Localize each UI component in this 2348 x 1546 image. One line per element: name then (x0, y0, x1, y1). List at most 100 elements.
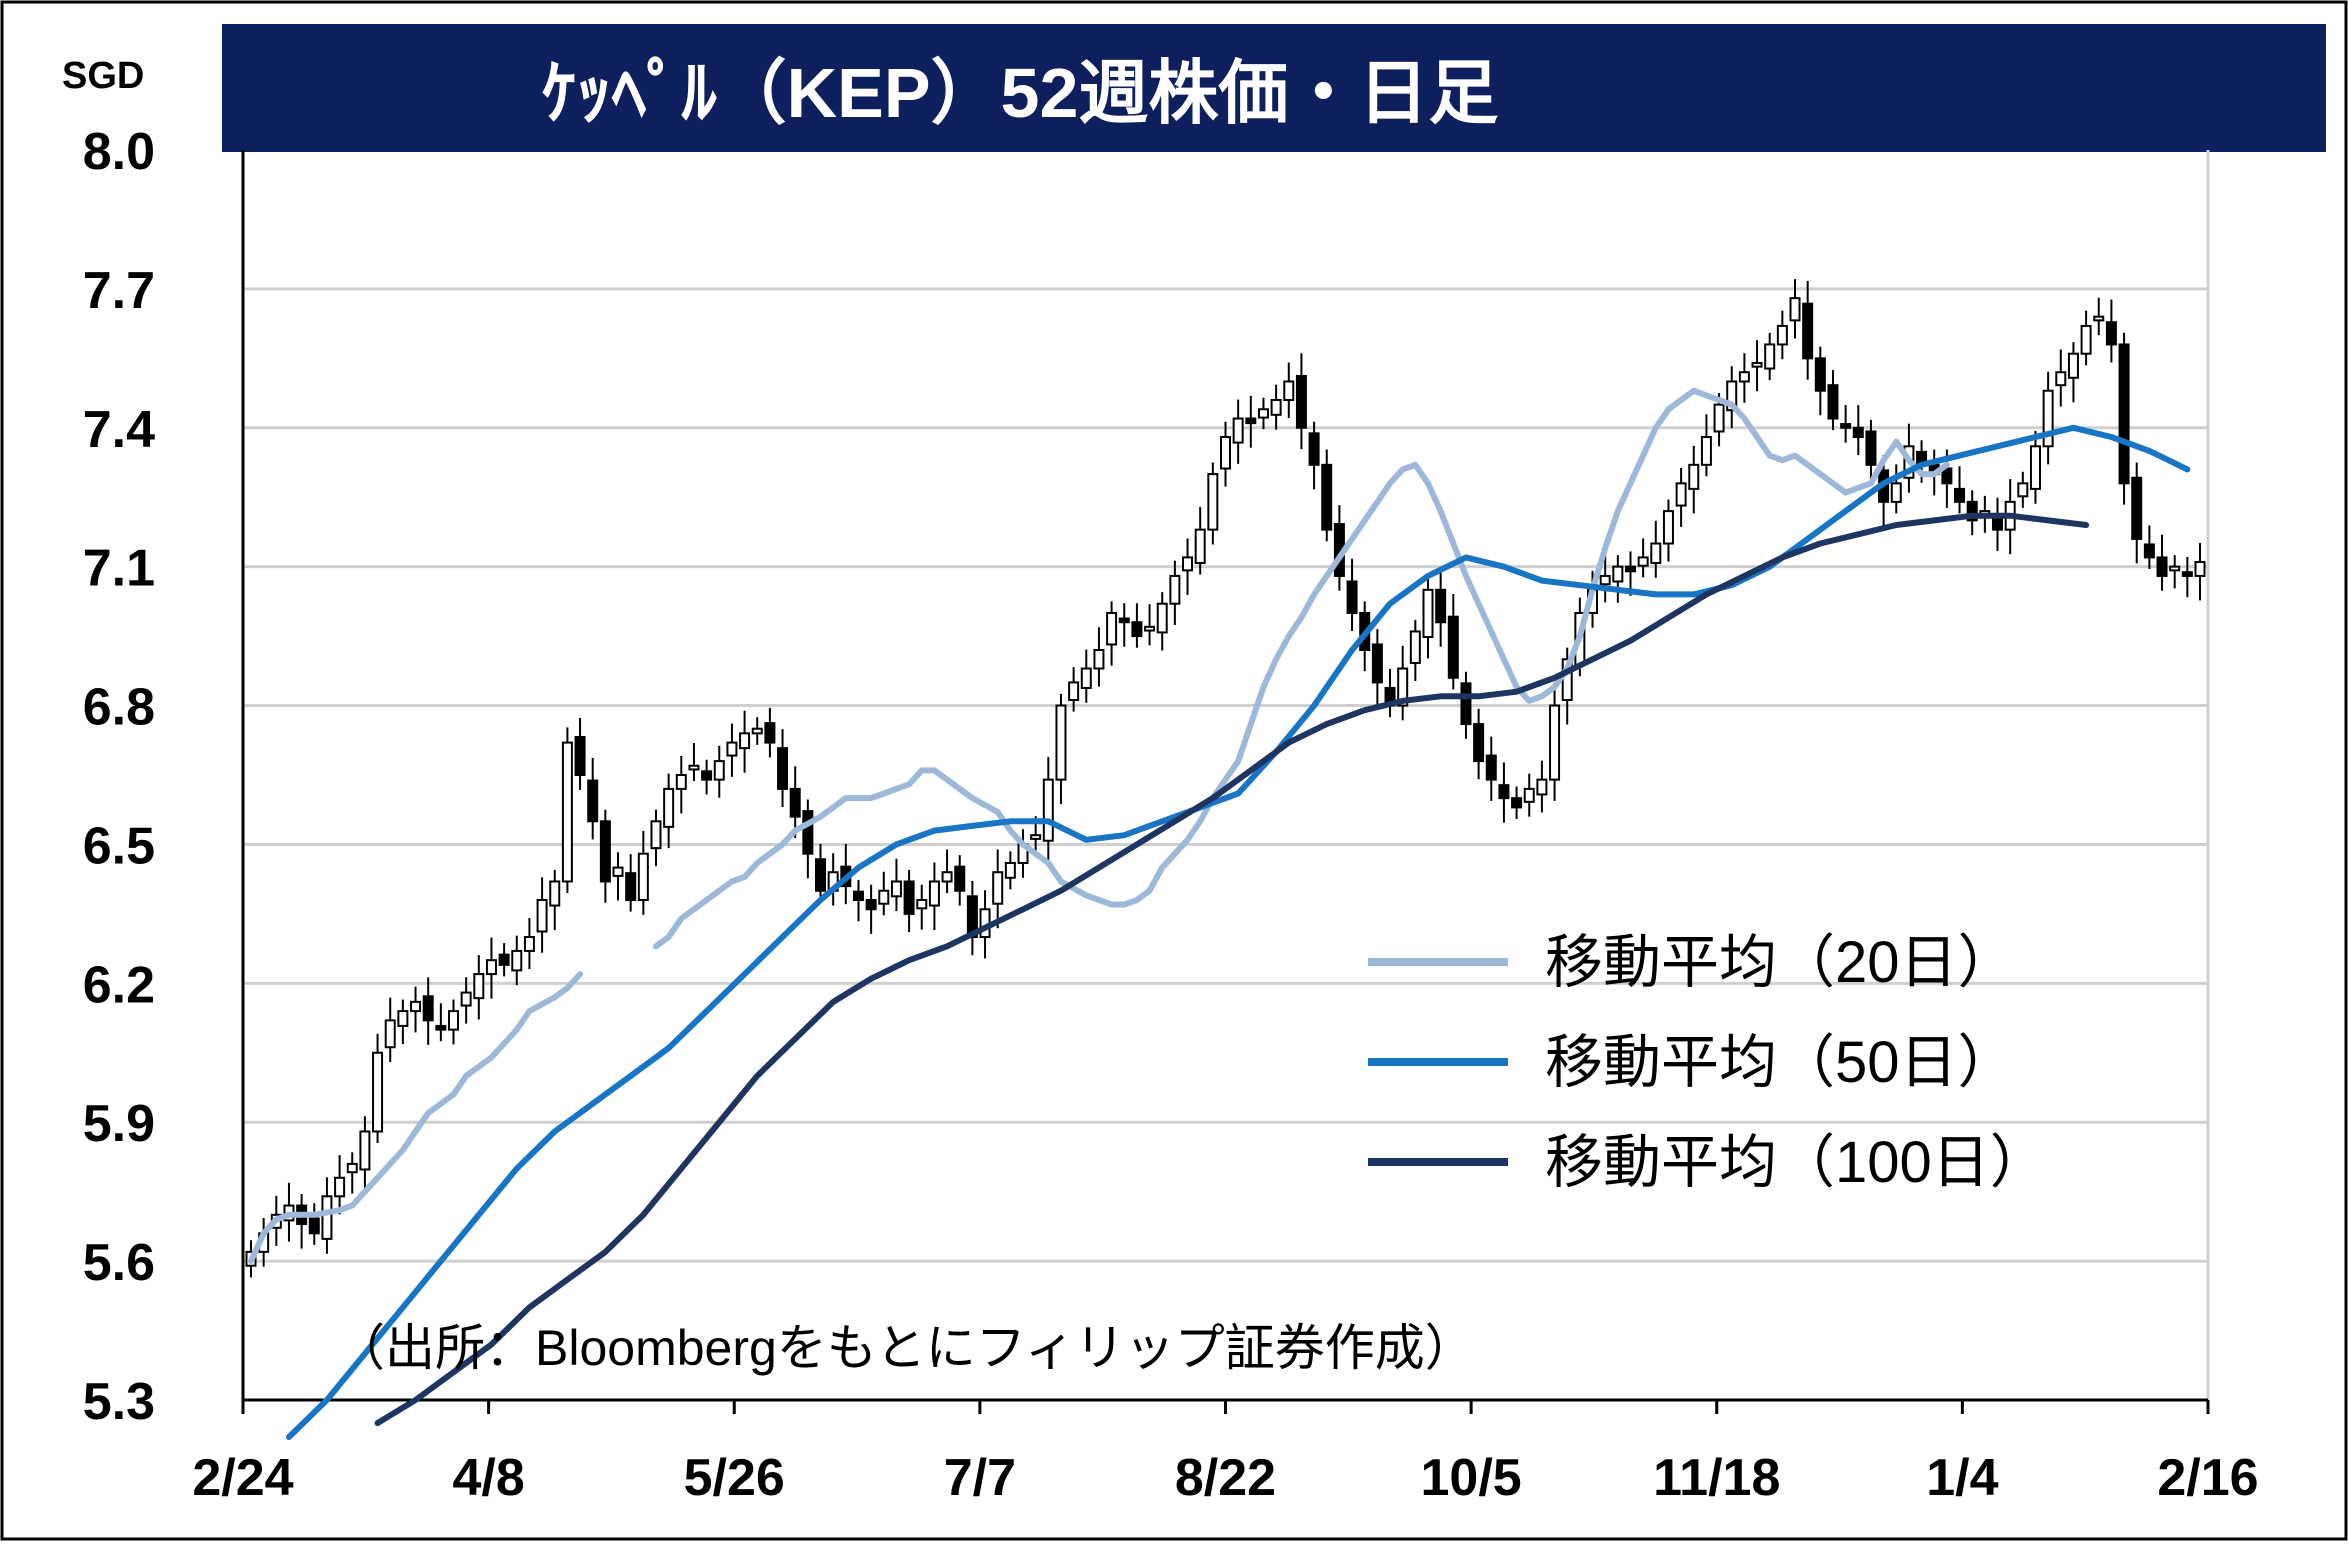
candle (1068, 667, 1080, 712)
candle (384, 997, 396, 1063)
candle (903, 869, 915, 932)
candle (1650, 520, 1662, 578)
x-tick-label: 8/22 (1175, 1449, 1276, 1507)
candle (764, 707, 776, 758)
candle (523, 918, 535, 969)
candle (865, 884, 877, 934)
candle-body (1156, 602, 1168, 634)
candle-body (460, 991, 472, 1007)
candle (2029, 431, 2041, 504)
candle-body (1966, 500, 1978, 522)
candle (1536, 760, 1548, 813)
candle-body (536, 899, 548, 933)
candle-body (1485, 754, 1497, 781)
candle-body (511, 949, 523, 972)
candle-body (587, 779, 599, 823)
candle (1802, 281, 1814, 380)
y-tick-label: 6.5 (83, 817, 155, 875)
candle-body (688, 764, 700, 771)
candle (675, 756, 687, 814)
candle (1194, 506, 1206, 575)
candle (1118, 603, 1130, 647)
candle (1346, 558, 1358, 632)
x-tick-label: 2/16 (2157, 1449, 2258, 1507)
candle-body (1447, 615, 1459, 679)
candlesticks (245, 279, 2206, 1278)
candle-body (1827, 384, 1839, 420)
candle (878, 871, 890, 916)
candle (2042, 371, 2054, 465)
candle-body (1093, 649, 1105, 670)
legend: 移動平均（20日） 移動平均（50日） 移動平均（100日） (1368, 930, 2048, 1195)
candle (1865, 419, 1877, 487)
candle (1245, 395, 1257, 448)
candle-body (549, 880, 561, 907)
candle-body (1295, 374, 1307, 429)
candle-body (789, 787, 801, 818)
candle (1093, 627, 1105, 687)
candle-body (334, 1176, 346, 1198)
unit-label: SGD (62, 55, 144, 97)
y-tick-label: 5.6 (83, 1234, 155, 1292)
candle-body (751, 727, 763, 735)
candle (599, 809, 611, 903)
candle (1371, 629, 1383, 707)
candle (1688, 445, 1700, 514)
moving-averages (248, 387, 2191, 1440)
y-tick-label: 6.2 (83, 956, 155, 1014)
candle-body (1321, 463, 1333, 531)
candle (574, 718, 586, 790)
candle (777, 729, 789, 807)
source-note: （出所：Bloombergをもとにフィリップ証券作成） (335, 1320, 1475, 1376)
axes: 8.0 7.7 7.4 7.1 6.8 6.5 6.2 5.9 5.6 5.3 2/24 4/8 5/2… (83, 123, 2259, 1507)
candle-body (384, 1019, 396, 1049)
candle-body (1624, 565, 1636, 573)
candle-body (1131, 621, 1143, 638)
candle-body (561, 741, 573, 883)
x-tick-label: 2/24 (192, 1449, 293, 1507)
candle (625, 854, 637, 912)
candle (2194, 543, 2206, 601)
candle-body (1207, 473, 1219, 531)
candle-body (675, 774, 687, 790)
candle (549, 869, 561, 931)
y-tick-label: 7.1 (83, 540, 155, 598)
candle (561, 727, 573, 894)
candle-body (1308, 432, 1320, 466)
candle-body (599, 820, 611, 883)
candle (739, 710, 751, 773)
y-tick-label: 5.9 (83, 1095, 155, 1153)
candle (852, 880, 864, 922)
candle (359, 1116, 371, 1194)
chart-title: ｹｯﾍﾟﾙ（KEP）52週株価・日足 (542, 54, 1499, 132)
candle-body (1194, 528, 1206, 564)
candle-body (359, 1130, 371, 1171)
candle-body (1954, 487, 1966, 503)
candle-body (1245, 417, 1257, 425)
candle-body (308, 1217, 320, 1235)
candle-body (878, 889, 890, 905)
candle (2067, 342, 2079, 403)
candle-body (1346, 580, 1358, 614)
candle-body (625, 872, 637, 901)
candle-body (954, 865, 966, 892)
candle-body (1523, 787, 1535, 803)
candle-body (1055, 704, 1067, 781)
candle (2181, 556, 2193, 598)
candle (1637, 538, 1649, 578)
candle-body (701, 770, 713, 781)
candle (334, 1155, 346, 1215)
candle-body (422, 995, 434, 1022)
candle-body (1549, 704, 1561, 781)
candle-body (2080, 324, 2092, 355)
candle (726, 723, 738, 777)
candle-body (1536, 778, 1548, 796)
candle (1751, 340, 1763, 392)
candle-body (1890, 482, 1902, 503)
candle-body (2143, 543, 2155, 559)
candle-body (1726, 380, 1738, 412)
legend-label-ma20: 移動平均（20日） (1545, 930, 2016, 995)
y-tick-label: 7.4 (83, 401, 155, 459)
candle (2169, 555, 2181, 589)
candle (815, 843, 827, 903)
